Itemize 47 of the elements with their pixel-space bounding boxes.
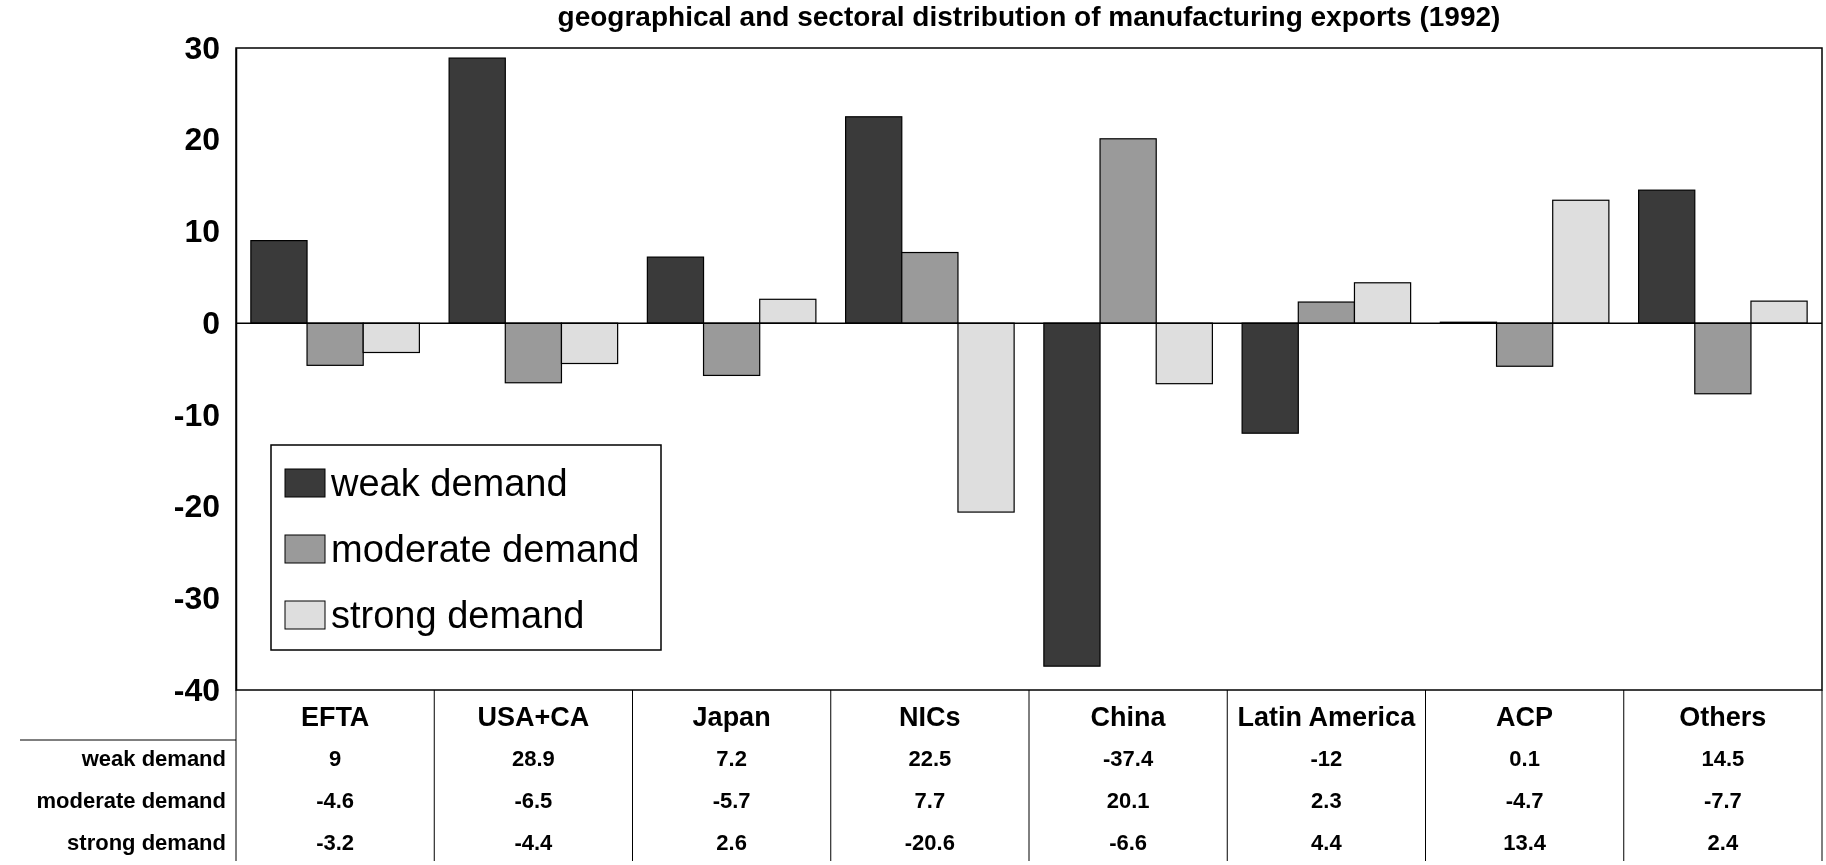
data-label: -20.6 [904,830,955,855]
x-tick-label: China [1090,702,1167,732]
data-label: -5.7 [712,788,751,813]
x-tick-label: USA+CA [477,702,590,732]
data-label: 2.3 [1311,788,1342,813]
data-label: -6.6 [1109,830,1148,855]
data-label: 14.5 [1701,746,1745,771]
y-tick-label: -30 [173,580,220,617]
data-label: 4.4 [1311,830,1343,855]
legend-label: weak demand [330,462,568,504]
chart-title: geographical and sectoral distribution of manufacturing exports (1992) [557,1,1501,32]
data-label: 0.1 [1509,746,1540,771]
text: strong demand [67,830,226,855]
y-tick-label: 20 [184,121,220,158]
data-label: 2.6 [716,830,747,855]
x-tick-label: NICs [899,702,961,732]
y-tick-label: 0 [202,304,220,341]
data-label: 20.1 [1106,788,1150,813]
y-tick-label: -20 [173,488,220,525]
data-label: -37.4 [1103,746,1154,771]
data-label: 7.2 [716,746,747,771]
data-label: 28.9 [511,746,555,771]
data-label: 13.4 [1503,830,1547,855]
legend-label: strong demand [331,594,585,636]
data-label: 9 [329,746,342,771]
x-tick-label: ACP [1496,702,1554,732]
data-label: 7.7 [914,788,946,813]
data-label: 2.4 [1707,830,1739,855]
data-label: -7.7 [1703,788,1742,813]
y-tick-label: 10 [184,213,220,250]
data-label: -4.4 [514,830,554,855]
text: weak demand [81,746,226,771]
data-label: -6.5 [514,788,553,813]
data-label: -4.6 [316,788,355,813]
y-tick-label: 30 [184,29,220,66]
x-tick-label: Latin America [1237,702,1417,732]
data-label: -3.2 [316,830,355,855]
x-tick-label: Others [1679,702,1767,732]
x-tick-label: Japan [692,702,771,732]
y-tick-label: -40 [173,671,220,708]
legend-label: moderate demand [331,528,640,570]
x-tick-label: EFTA [300,702,370,732]
y-tick-label: -10 [173,396,220,433]
text: moderate demand [36,788,226,813]
data-label: -4.7 [1505,788,1544,813]
data-label: 22.5 [908,746,952,771]
data-label: -12 [1310,746,1343,771]
